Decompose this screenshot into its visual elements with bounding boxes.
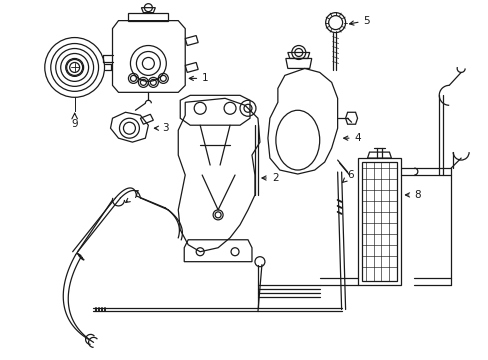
Text: 2: 2 — [262, 173, 278, 183]
Text: 6: 6 — [342, 170, 353, 183]
Text: 1: 1 — [189, 73, 208, 84]
Text: 3: 3 — [154, 123, 168, 133]
Text: 9: 9 — [71, 119, 78, 129]
Text: 5: 5 — [349, 15, 369, 26]
Text: 7: 7 — [125, 190, 139, 202]
Text: 4: 4 — [343, 133, 361, 143]
Text: 8: 8 — [405, 190, 420, 200]
